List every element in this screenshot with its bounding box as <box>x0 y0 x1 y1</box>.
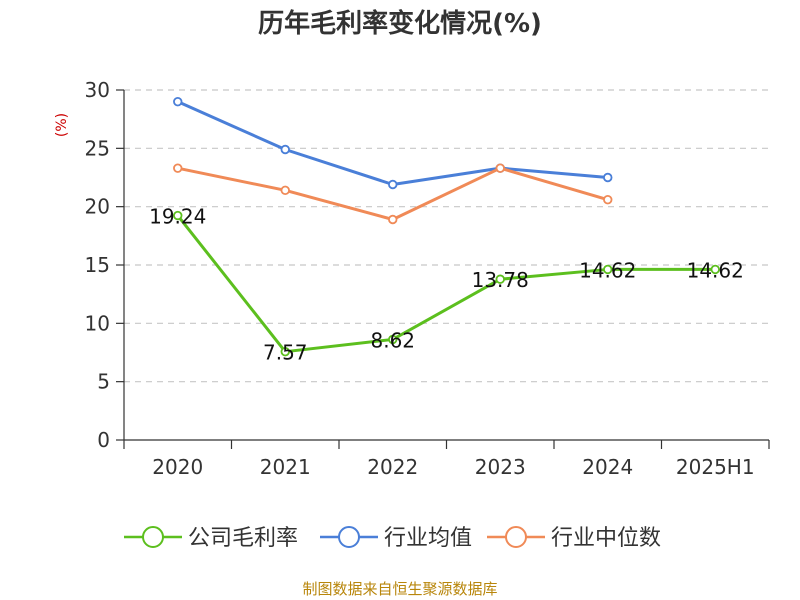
chart-title: 历年毛利率变化情况(%) <box>258 8 542 39</box>
data-point <box>495 274 505 284</box>
data-point <box>710 264 720 275</box>
data-point <box>173 96 183 107</box>
y-tick-label: 15 <box>85 253 110 277</box>
x-tick-label: 2023 <box>475 455 526 479</box>
x-tick-label: 2022 <box>367 455 418 479</box>
data-labels: 19.24 7.57 8.62 13.78 14.62 14.62 <box>149 205 744 365</box>
legend-swatch-marker <box>338 526 360 548</box>
data-point <box>603 172 613 183</box>
data-point <box>173 163 183 173</box>
legend-swatch-marker <box>142 526 164 548</box>
data-point <box>280 346 290 357</box>
x-tick-label: 2024 <box>582 455 633 479</box>
series-line-0 <box>176 214 716 354</box>
data-point <box>280 144 290 155</box>
data-point <box>495 163 505 173</box>
series-line-2 <box>177 166 609 221</box>
data-point <box>603 194 613 205</box>
grid-lines <box>124 89 769 383</box>
data-series <box>173 96 720 357</box>
y-tick-label: 30 <box>85 78 110 102</box>
data-point <box>173 210 183 221</box>
x-tick-label: 2021 <box>260 455 311 479</box>
y-tick-label: 20 <box>85 195 110 219</box>
legend: 公司毛利率 行业均值 行业中位数 <box>124 526 661 551</box>
data-source-note: 制图数据来自恒生聚源数据库 <box>302 580 497 598</box>
data-label: 7.57 <box>263 341 308 365</box>
y-tick-label: 10 <box>85 311 110 335</box>
y-tick-label: 5 <box>97 370 110 394</box>
data-point <box>603 264 613 275</box>
data-label: 19.24 <box>149 205 206 229</box>
data-label: 8.62 <box>370 328 415 352</box>
data-label: 14.62 <box>579 258 636 282</box>
x-tick-label: 2025H1 <box>676 455 755 479</box>
y-tick-label: 25 <box>85 136 110 160</box>
x-tick-label: 2020 <box>152 455 203 479</box>
legend-label: 行业均值 <box>384 526 472 551</box>
axes <box>116 89 770 449</box>
data-label: 13.78 <box>472 268 529 292</box>
legend-label: 公司毛利率 <box>188 526 298 551</box>
data-point <box>388 179 398 190</box>
tick-labels: 0 5 10 15 20 25 30 2020 2021 2022 2023 2024 2025H1 <box>85 78 755 479</box>
data-label: 14.62 <box>687 258 744 282</box>
series-line-1 <box>177 100 608 186</box>
data-point <box>280 185 290 196</box>
data-point <box>388 334 398 345</box>
y-tick-label: 0 <box>97 428 110 452</box>
legend-swatch-marker <box>505 526 527 548</box>
data-point <box>388 214 398 225</box>
legend-label: 行业中位数 <box>551 526 661 551</box>
y-axis-unit: (%) <box>54 113 70 137</box>
